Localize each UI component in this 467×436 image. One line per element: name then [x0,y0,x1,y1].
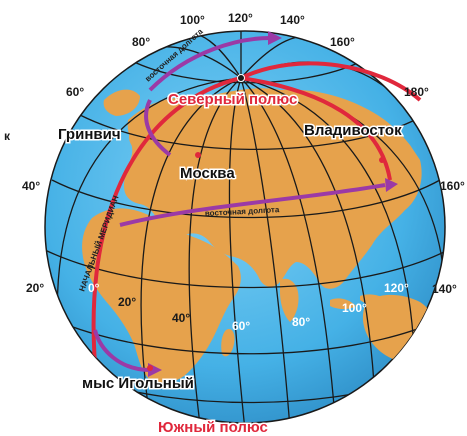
cape-arc [93,329,151,372]
india-land [280,278,299,322]
meridian-line [240,77,376,401]
greenwich-arc [144,99,172,157]
greenwich-label: Гринвич [58,126,121,143]
greenland-land [103,89,140,116]
deg-label-right-160: 160° [440,179,465,193]
east-longitude-arrowhead [385,178,398,192]
deg-label-right-180: 180° [404,85,429,99]
parallel-line [51,179,441,219]
deg-label-eq-20: 20° [118,295,136,309]
eurasia-land [124,88,422,289]
top-longitude-arc [148,36,271,92]
meridian-180-red [240,61,422,102]
deg-label-left-40: 40° [22,179,40,193]
parallel-line [45,249,445,289]
deg-label-eq-40: 40° [172,311,190,325]
deg-label-left-20: 20° [26,281,44,295]
parallel-line [54,319,441,355]
top-longitude-arrowhead [268,31,282,45]
north-pole-label: Северный полюс [168,91,297,108]
deg-label-eq-100: 100° [342,301,367,315]
cape-label: мыс Игольный [82,375,194,392]
africa-land [82,208,241,384]
side-mark: к [4,129,11,143]
scandinavia-land [160,99,188,140]
vladivostok-point [379,157,385,163]
meridian-line [188,77,242,423]
deg-label-top-100: 100° [180,13,205,27]
meridian-line [56,77,242,331]
east-longitude-arc [119,183,386,227]
deg-label-eq-120: 120° [384,281,409,295]
meridian-line [140,77,242,421]
madagascar-land [221,328,235,357]
meridian-line [228,77,246,423]
british-isles-land [129,128,144,148]
deg-label-eq-60: 60° [232,319,250,333]
parallel-line [79,114,416,151]
deg-label-top-80: 80° [132,35,150,49]
deg-label-top-160: 160° [330,35,355,49]
deg-label-eq-80: 80° [292,315,310,329]
meridian-line [240,77,336,419]
moscow-label: Москва [180,165,235,182]
moscow-point [195,152,201,158]
parallel-line [129,59,361,84]
cape-point [147,365,153,371]
vladivostok-label: Владивосток [304,122,402,139]
land-masses [82,88,439,384]
north-pole-point [237,74,245,82]
meridian-line [240,77,416,371]
east-longitude-label: восточная долгота [205,205,280,218]
deg-label-eq-0: 0° [88,281,100,295]
south-pole-label: Южный полюс [158,419,268,436]
deg-label-top-120: 120° [228,11,253,25]
deg-label-top-140: 140° [280,13,305,27]
deg-label-right-140: 140° [432,282,457,296]
deg-label-left-60: 60° [66,85,84,99]
